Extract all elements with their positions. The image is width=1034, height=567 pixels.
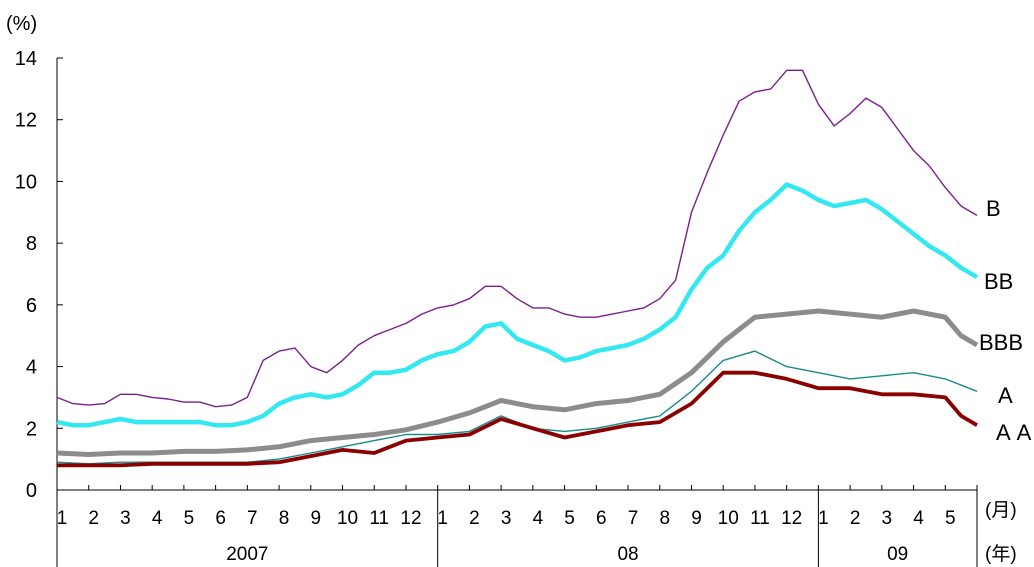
y-tick-label: 12 — [15, 110, 37, 132]
x-month-label: 11 — [369, 508, 389, 529]
x-month-unit-label: (月) — [985, 500, 1017, 521]
x-month-label: 5 — [945, 508, 956, 529]
x-month-label: 8 — [659, 508, 670, 529]
x-month-label: 7 — [247, 508, 258, 529]
x-month-label: 10 — [337, 508, 358, 529]
y-tick-label: 0 — [26, 480, 37, 502]
y-tick-label: 2 — [26, 418, 37, 440]
y-tick-label: 10 — [15, 171, 37, 193]
x-month-label: 2 — [469, 508, 480, 529]
x-month-label: 5 — [564, 508, 575, 529]
x-month-label: 9 — [691, 508, 702, 529]
x-month-label: 10 — [718, 508, 739, 529]
x-month-label: 6 — [596, 508, 607, 529]
x-month-label: 9 — [311, 508, 322, 529]
x-month-label: 2 — [850, 508, 861, 529]
y-axis: 0 2 4 6 8 10 12 14 — [15, 48, 63, 502]
x-month-label: 8 — [279, 508, 290, 529]
x-month-label: 12 — [781, 508, 802, 529]
x-month-label: 1 — [818, 508, 829, 529]
y-tick-label: 4 — [26, 357, 37, 379]
series-label-b: B — [986, 196, 1001, 221]
y-tick-label: 8 — [26, 233, 37, 255]
x-month-label: 3 — [501, 508, 512, 529]
x-month-label: 5 — [184, 508, 195, 529]
y-tick-label: 6 — [26, 295, 37, 317]
series-label-bb: BB — [984, 269, 1013, 294]
y-unit-label: (%) — [6, 13, 37, 35]
x-month-label: 4 — [533, 508, 544, 529]
y-tick-label: 14 — [15, 48, 37, 70]
x-month-label: 6 — [215, 508, 226, 529]
x-month-label: 12 — [400, 508, 421, 529]
x-month-label: 2 — [88, 508, 99, 529]
series-line-bbb — [56, 308, 979, 457]
x-month-label: 1 — [57, 508, 68, 529]
x-year-label: 09 — [887, 544, 908, 565]
series-line-b — [56, 69, 978, 408]
x-month-label: 4 — [152, 508, 163, 529]
series-label-a: A — [998, 383, 1013, 408]
series-label-aa: AA — [996, 420, 1034, 445]
x-month-label: 3 — [120, 508, 131, 529]
x-month-label: 7 — [628, 508, 639, 529]
series-line-a — [56, 350, 978, 465]
series-line-bb — [56, 182, 979, 428]
x-month-label: 1 — [437, 508, 448, 529]
series-line-aa — [57, 370, 978, 468]
x-month-label: 3 — [882, 508, 893, 529]
x-year-unit-label: (年) — [985, 543, 1017, 565]
x-year-label: 2007 — [226, 544, 268, 565]
x-month-label: 4 — [913, 508, 924, 529]
series-label-bbb: BBB — [979, 330, 1023, 355]
series-lines — [56, 69, 979, 468]
x-month-label: 11 — [750, 508, 770, 529]
x-year-label: 08 — [617, 544, 638, 565]
